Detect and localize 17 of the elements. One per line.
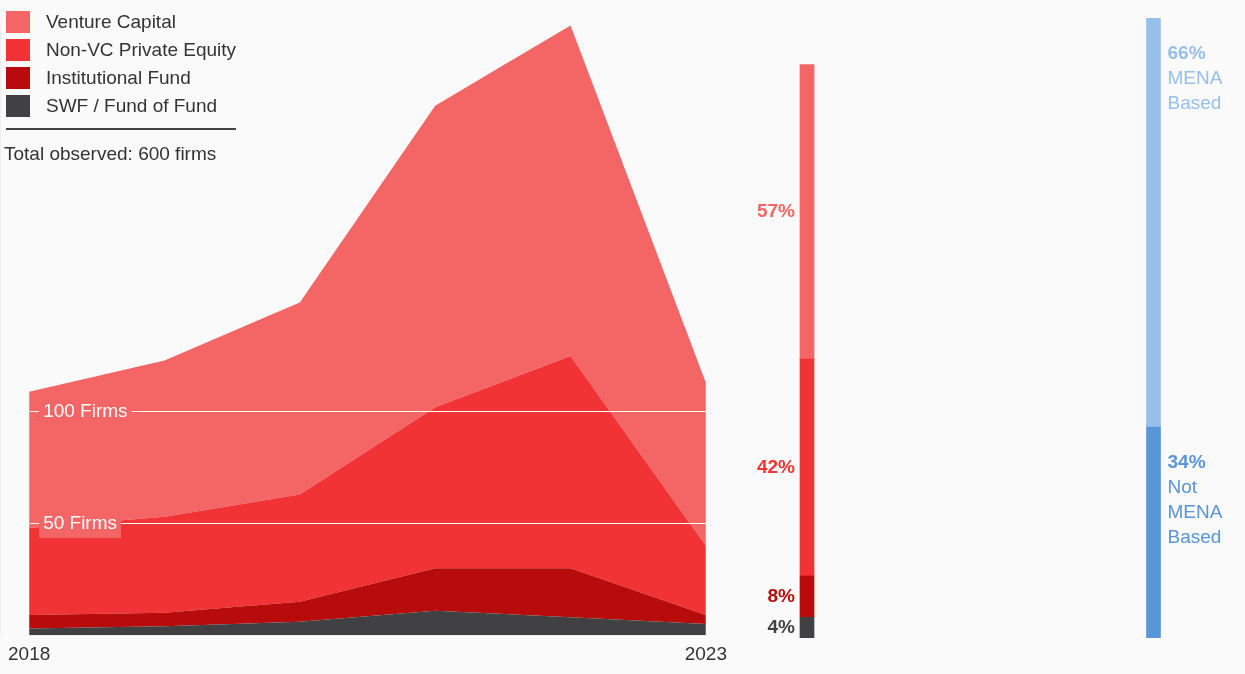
data-label: 57% — [756, 199, 796, 221]
legend-label: Institutional Fund — [46, 67, 191, 89]
category-label: Not MENA Based — [1167, 476, 1223, 548]
category-label: MENA Based — [1167, 67, 1223, 114]
legend-label: Non-VC Private Equity — [46, 39, 237, 61]
y-tick-label: 100 Firms — [43, 400, 128, 422]
data-label: 42% — [756, 455, 796, 477]
data-label: 66% — [1167, 42, 1206, 64]
annotation: Total observed: 600 firms — [4, 143, 217, 165]
legend-label: Venture Capital — [46, 11, 176, 33]
data-label: 8% — [767, 584, 796, 606]
data-label: 34% — [1167, 451, 1206, 473]
data-label: 4% — [767, 615, 796, 637]
y-tick-label: 50 Firms — [43, 511, 118, 533]
x-tick-label: 2018 — [7, 642, 51, 664]
x-tick-label: 2023 — [684, 642, 728, 664]
legend-label: SWF / Fund of Fund — [46, 95, 218, 117]
